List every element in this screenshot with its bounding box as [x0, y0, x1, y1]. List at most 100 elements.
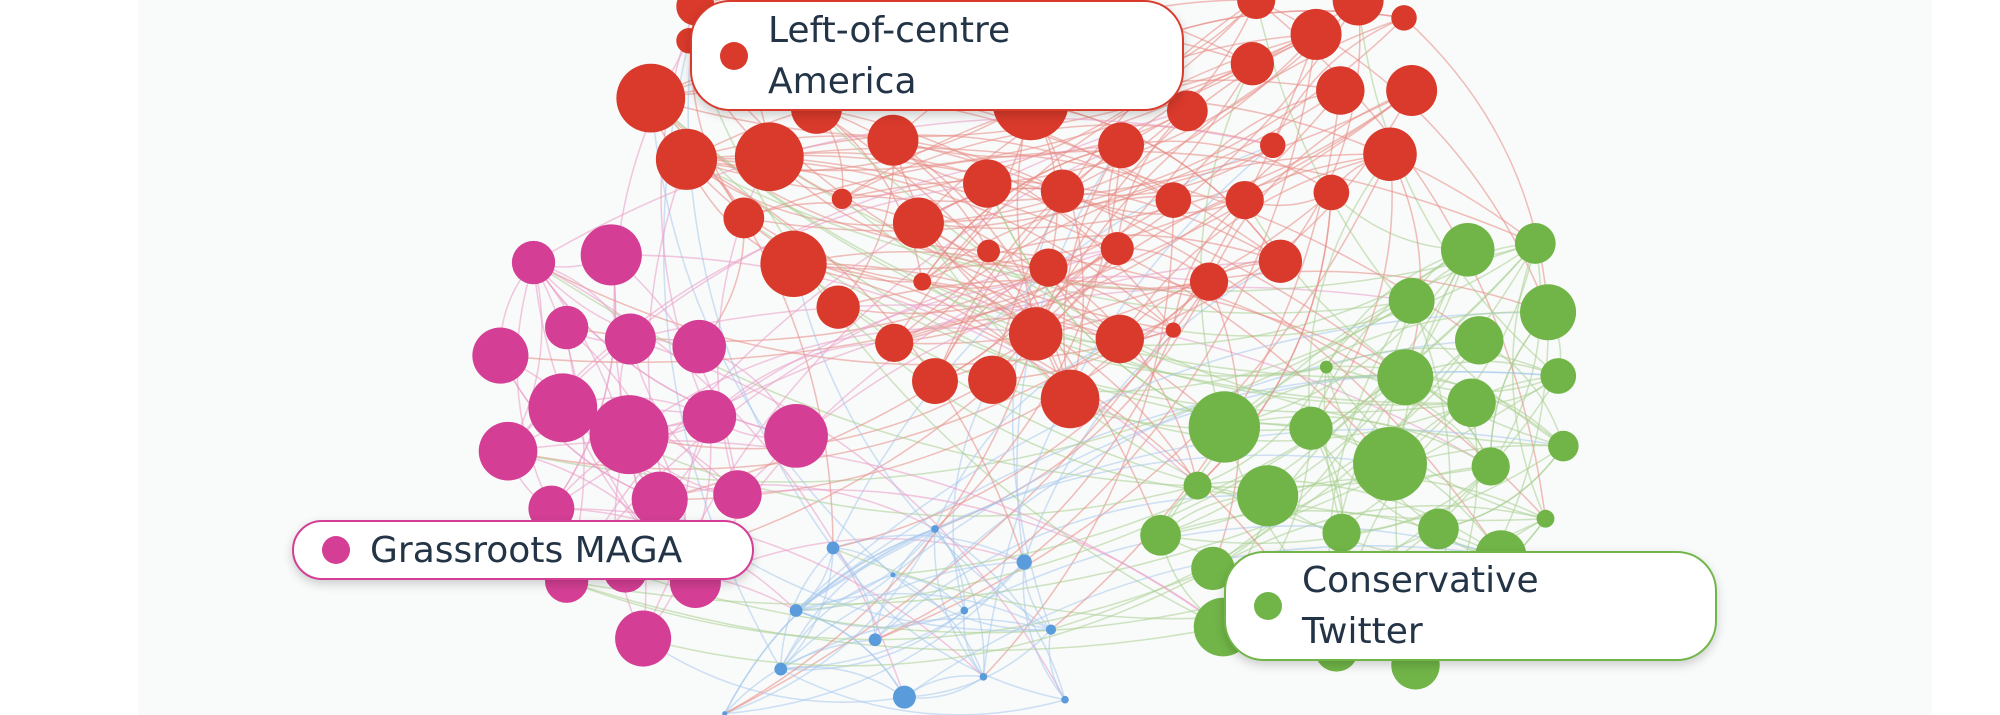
- edge: [892, 574, 985, 678]
- edge: [1048, 267, 1199, 486]
- node: [1313, 174, 1350, 211]
- node: [682, 390, 737, 444]
- edge: [1208, 89, 1412, 282]
- edge: [934, 528, 1066, 700]
- edge: [793, 262, 1225, 428]
- edge: [687, 6, 834, 549]
- edge: [1308, 153, 1391, 429]
- cluster-label[interactable]: Left-of-centre America: [690, 0, 1184, 111]
- node: [1040, 369, 1100, 429]
- node: [892, 197, 944, 249]
- node: [816, 285, 860, 329]
- node: [1191, 546, 1235, 591]
- edge: [780, 561, 1025, 670]
- node: [511, 240, 556, 285]
- edge: [1357, 0, 1559, 377]
- edge: [796, 574, 894, 612]
- edge: [780, 666, 905, 698]
- edge: [737, 488, 1224, 628]
- node: [979, 672, 988, 681]
- edge: [816, 107, 990, 252]
- edge: [780, 618, 1052, 670]
- edge: [1030, 101, 1282, 262]
- edge: [1160, 249, 1469, 537]
- edge: [1389, 153, 1422, 378]
- node: [1166, 90, 1208, 132]
- node: [1455, 316, 1504, 365]
- edge: [795, 528, 936, 612]
- node: [672, 319, 726, 374]
- edge: [874, 528, 936, 640]
- node: [1322, 513, 1361, 552]
- edge: [550, 254, 617, 509]
- cluster-label[interactable]: Grassroots MAGA: [292, 520, 754, 580]
- node: [1140, 514, 1181, 556]
- edge: [795, 547, 834, 612]
- node: [875, 323, 914, 362]
- edge: [507, 338, 1121, 470]
- node: [960, 606, 969, 615]
- edge: [780, 574, 894, 670]
- node: [723, 197, 765, 239]
- node: [1391, 5, 1417, 31]
- node: [1471, 447, 1510, 486]
- edge: [500, 89, 1413, 364]
- node: [931, 525, 939, 533]
- cluster-dot: [322, 536, 350, 564]
- edge: [1023, 260, 1281, 563]
- edge: [893, 317, 1121, 344]
- edge: [793, 263, 1071, 400]
- edge: [1172, 89, 1341, 201]
- node: [1319, 360, 1333, 374]
- node: [963, 159, 1012, 208]
- edge: [686, 158, 1536, 293]
- node: [655, 128, 718, 190]
- edge: [1029, 101, 1085, 400]
- node: [1388, 277, 1435, 324]
- node: [1230, 42, 1275, 86]
- node: [1536, 509, 1555, 528]
- cluster-name: Grassroots MAGA: [370, 529, 683, 571]
- node: [1540, 358, 1577, 394]
- node: [867, 114, 919, 166]
- cluster-dot: [720, 41, 748, 70]
- edge: [933, 528, 985, 678]
- node: [1514, 223, 1556, 264]
- edge: [532, 262, 797, 437]
- node: [831, 188, 853, 210]
- node: [912, 358, 958, 405]
- edge: [566, 199, 1174, 342]
- cluster-dot: [1254, 592, 1282, 620]
- edge: [1173, 242, 1536, 337]
- edge: [893, 153, 1391, 344]
- edge: [1197, 479, 1502, 557]
- edge: [1212, 300, 1413, 570]
- node: [1095, 314, 1145, 364]
- node: [604, 313, 656, 365]
- edge: [566, 567, 1214, 641]
- edge: [551, 507, 984, 678]
- edge: [982, 200, 1175, 678]
- edge: [1511, 243, 1547, 520]
- node: [1029, 248, 1068, 287]
- edge: [841, 198, 1472, 406]
- node: [528, 485, 575, 532]
- node: [1045, 624, 1057, 635]
- node: [1332, 0, 1384, 26]
- edge: [903, 675, 984, 698]
- node: [1189, 262, 1229, 301]
- node: [1237, 0, 1276, 20]
- node: [1183, 471, 1212, 500]
- node: [1165, 322, 1181, 338]
- edge: [816, 107, 924, 282]
- edge: [934, 528, 966, 611]
- cluster-label[interactable]: Conservative Twitter: [1224, 551, 1717, 661]
- node: [1098, 122, 1145, 169]
- node: [789, 604, 803, 617]
- node: [913, 272, 932, 291]
- edge: [894, 191, 1332, 345]
- edge: [1223, 311, 1549, 428]
- edge: [963, 610, 985, 678]
- edge: [507, 300, 1413, 483]
